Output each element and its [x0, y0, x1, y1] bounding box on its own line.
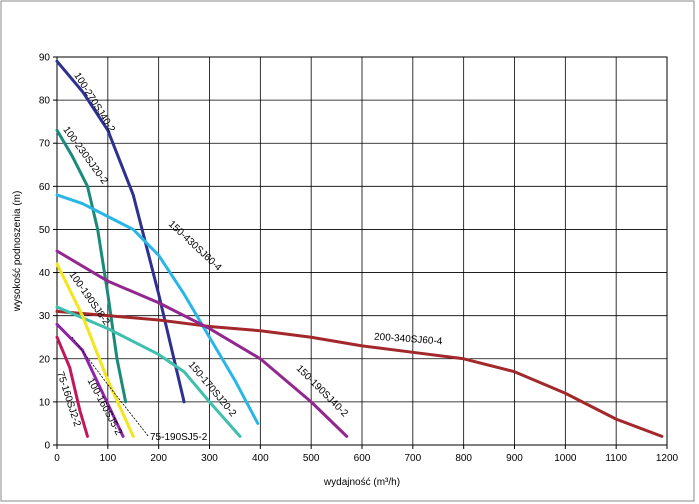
series-label: 75-190SJ5-2 [150, 432, 208, 443]
x-tick-label: 800 [455, 453, 472, 464]
series-line [55, 193, 260, 425]
y-tick-label: 30 [39, 311, 51, 322]
y-tick-label: 0 [44, 441, 50, 452]
x-tick-label: 200 [150, 453, 167, 464]
series-line [55, 335, 89, 438]
x-tick-label: 300 [201, 453, 218, 464]
x-tick-label: 400 [252, 453, 269, 464]
y-tick-label: 60 [39, 182, 51, 193]
x-tick-label: 700 [404, 453, 421, 464]
series-line [55, 305, 242, 438]
y-tick-label: 80 [39, 96, 51, 107]
y-axis-label: wysokość podnoszenia (m) [12, 191, 23, 313]
x-tick-label: 0 [54, 453, 60, 464]
series-line [55, 249, 349, 438]
x-tick-label: 600 [354, 453, 371, 464]
y-tick-label: 10 [39, 397, 51, 408]
y-tick-label: 50 [39, 225, 51, 236]
x-tick-label: 1100 [605, 453, 627, 464]
x-tick-label: 900 [506, 453, 523, 464]
series-line [55, 128, 128, 404]
series-line [55, 322, 125, 438]
x-tick-label: 500 [303, 453, 320, 464]
x-tick-label: 100 [99, 453, 116, 464]
series-line [55, 309, 664, 438]
x-tick-label: 1200 [656, 453, 679, 464]
series-line [55, 262, 135, 438]
x-axis-label: wydajność (m³/h) [323, 477, 400, 488]
y-tick-label: 90 [39, 53, 51, 64]
series-line [71, 336, 149, 437]
y-tick-label: 40 [39, 268, 51, 279]
series-line [55, 59, 186, 404]
x-tick-label: 1000 [554, 453, 577, 464]
y-tick-label: 20 [39, 354, 51, 365]
y-tick-label: 70 [39, 139, 51, 150]
series-label: 200-340SJ60-4 [374, 332, 443, 348]
